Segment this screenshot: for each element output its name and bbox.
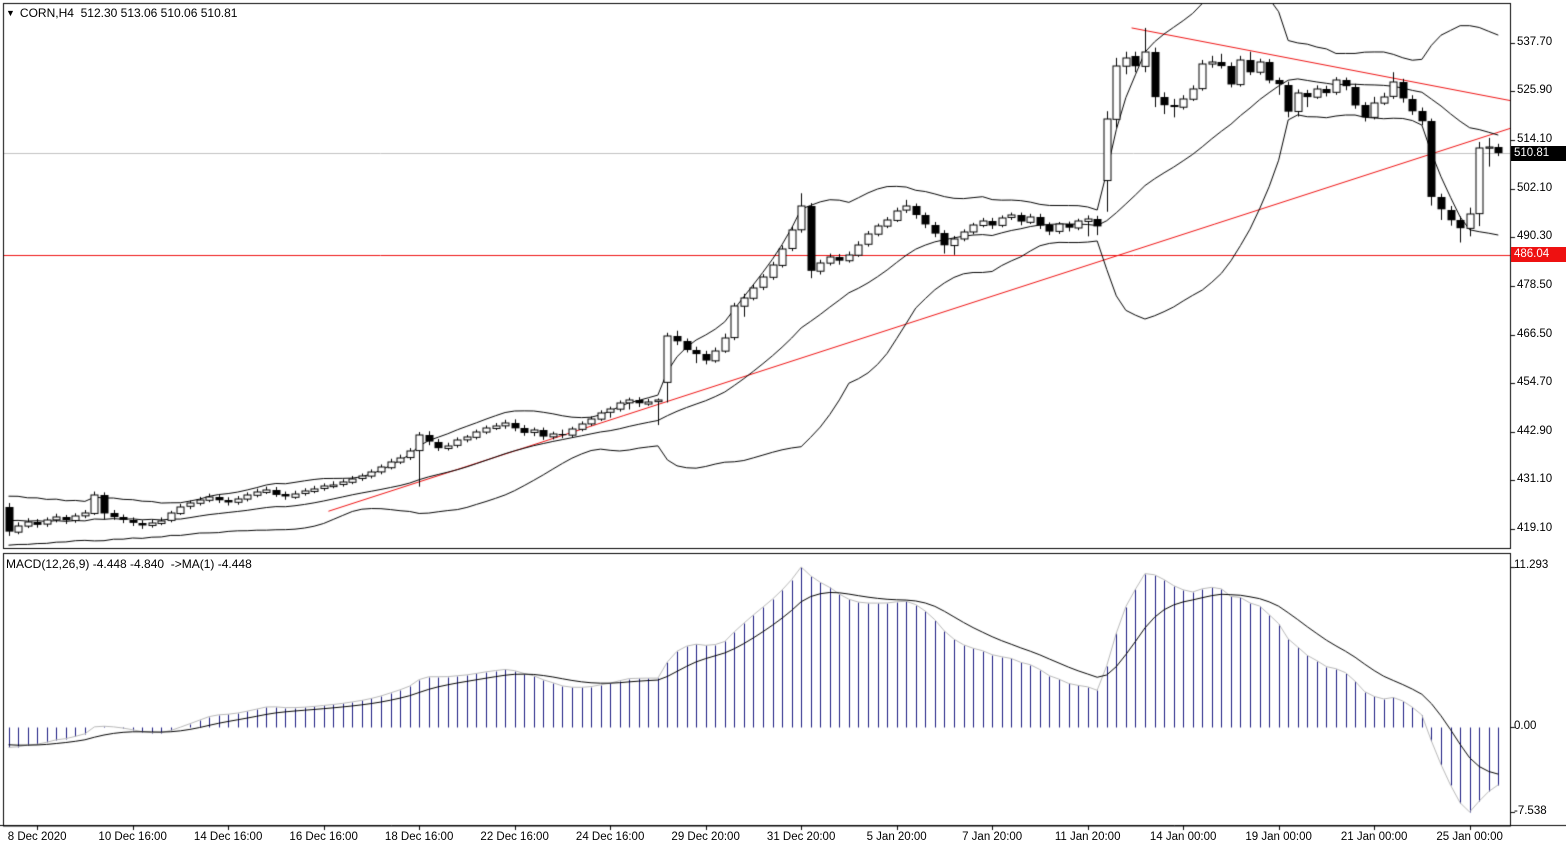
chevron-down-icon[interactable]: ▼ bbox=[6, 8, 15, 18]
